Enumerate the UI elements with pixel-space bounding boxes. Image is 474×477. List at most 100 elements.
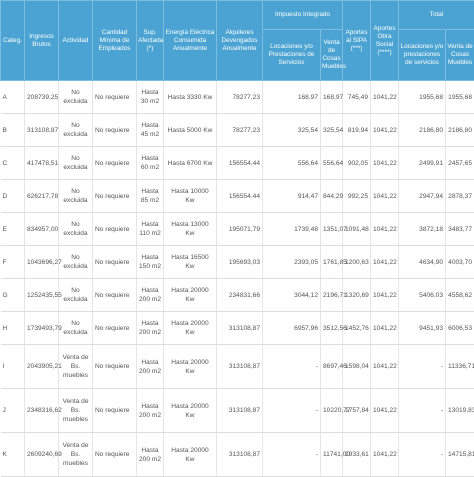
table-cell: 2609240,69 [25, 433, 59, 477]
table-cell: G [1, 279, 25, 312]
table-cell: Hasta 20000 Kw [164, 433, 217, 477]
table-cell: - [399, 389, 446, 433]
header-row: Categ. Ingresos Brutos Actividad Cantida… [1, 1, 474, 30]
table-cell: 1041,22 [371, 81, 399, 114]
table-cell: - [263, 389, 321, 433]
table-cell: 2348316,62 [25, 389, 59, 433]
table-cell: 6957,96 [263, 312, 321, 345]
table-cell: 834957,00 [25, 213, 59, 246]
table-cell: 195071,79 [217, 213, 263, 246]
table-cell: No excluida [59, 114, 93, 147]
table-cell: 2186,80 [399, 114, 446, 147]
table-cell: Hasta 20000 Kw [164, 345, 217, 389]
table-cell: Hasta 60 m2 [137, 147, 164, 180]
table-cell: Hasta 20000 Kw [164, 279, 217, 312]
table-cell: B [1, 114, 25, 147]
table-cell: Hasta 110 m2 [137, 213, 164, 246]
table-cell: 4003,70 [446, 246, 474, 279]
table-cell: No requiere [93, 180, 137, 213]
table-cell: 14715,81 [446, 433, 474, 477]
table-cell: No requiere [93, 114, 137, 147]
header-cell: Aportes Obra Social (****) [371, 1, 399, 81]
table-cell: 902,05 [343, 147, 371, 180]
table-cell: J [1, 389, 25, 433]
table-cell: Hasta 3330 Kw [164, 81, 217, 114]
table-cell: 1200,63 [343, 246, 371, 279]
table-cell: 168,97 [263, 81, 321, 114]
table-cell: No requiere [93, 433, 137, 477]
table-cell: - [263, 433, 321, 477]
table-cell: Venta de Bs. muebles [59, 345, 93, 389]
table-cell: No excluida [59, 81, 93, 114]
table-cell: H [1, 312, 25, 345]
table-cell: 745,49 [343, 81, 371, 114]
table-cell: No requiere [93, 389, 137, 433]
table-cell: 1041,22 [371, 114, 399, 147]
table-cell: No requiere [93, 345, 137, 389]
table-cell: No excluida [59, 180, 93, 213]
table-cell: 208739,25 [25, 81, 59, 114]
table-cell: F [1, 246, 25, 279]
table-cell: 313108,87 [217, 433, 263, 477]
table-cell: No requiere [93, 246, 137, 279]
table-cell: 78277,23 [217, 81, 263, 114]
header-cell: Sup. Afectada (*) [137, 1, 164, 81]
header-cell: Impuesto Integrado [263, 1, 343, 30]
table-cell: 2196,71 [321, 279, 343, 312]
header-cell: Actividad [59, 1, 93, 81]
table-cell: 819,94 [343, 114, 371, 147]
table-cell: 2499,91 [399, 147, 446, 180]
table-cell: 2457,65 [446, 147, 474, 180]
table-cell: - [263, 345, 321, 389]
header-cell: Aportes al SIPA (***) [343, 1, 371, 81]
table-cell: 1598,04 [343, 345, 371, 389]
table-cell: 556,64 [321, 147, 343, 180]
table-cell: 8697,46 [321, 345, 343, 389]
table-cell: 156554,44 [217, 147, 263, 180]
table-cell: 11741,00 [321, 433, 343, 477]
table-cell: 3483,77 [446, 213, 474, 246]
table-cell: Hasta 200 m2 [137, 433, 164, 477]
table-cell: 1041,22 [371, 180, 399, 213]
table-cell: No requiere [93, 213, 137, 246]
table-cell: D [1, 180, 25, 213]
table-cell: 313108,87 [217, 345, 263, 389]
header-cell: Total [399, 1, 474, 30]
table-cell: 156554,44 [217, 180, 263, 213]
table-cell: I [1, 345, 25, 389]
header-cell: Locaciones y/o Prestaciones de Servicios [263, 30, 321, 81]
header-cell: Categ. [1, 1, 25, 81]
table-cell: 1955,68 [399, 81, 446, 114]
table-cell: 78277,23 [217, 114, 263, 147]
table-cell: No requiere [93, 81, 137, 114]
table-cell: Venta de Bs. muebles [59, 433, 93, 477]
table-cell: Hasta 5000 Kw [164, 114, 217, 147]
table-cell: 168,97 [321, 81, 343, 114]
table-cell: 2043905,21 [25, 345, 59, 389]
table-cell: 1933,61 [343, 433, 371, 477]
table-cell: 1761,85 [321, 246, 343, 279]
table-cell: 1452,76 [343, 312, 371, 345]
table-cell: No requiere [93, 147, 137, 180]
table-cell: 417478,51 [25, 147, 59, 180]
table-cell: 3512,56 [321, 312, 343, 345]
table-cell: 2186,80 [446, 114, 474, 147]
table-cell: No excluida [59, 246, 93, 279]
table-cell: 5406,03 [399, 279, 446, 312]
table-cell: 1091,48 [343, 213, 371, 246]
table-cell: 3872,18 [399, 213, 446, 246]
table-cell: Hasta 6700 Kw [164, 147, 217, 180]
table-cell: 195693,03 [217, 246, 263, 279]
table-cell: E [1, 213, 25, 246]
table-cell: 1351,07 [321, 213, 343, 246]
table-cell: - [399, 433, 446, 477]
